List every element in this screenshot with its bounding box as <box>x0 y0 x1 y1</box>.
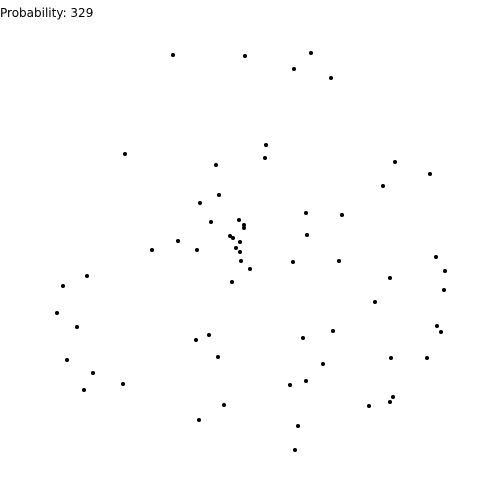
dot <box>238 240 242 244</box>
dot <box>82 388 86 392</box>
dot <box>242 223 246 227</box>
dot <box>321 362 325 366</box>
dot <box>61 284 65 288</box>
dot <box>242 226 246 230</box>
probability-label-name: Probability <box>0 6 63 20</box>
dot <box>388 276 392 280</box>
dot <box>197 418 201 422</box>
dot <box>231 236 235 240</box>
dot <box>428 172 432 176</box>
dot <box>195 248 199 252</box>
dot <box>234 246 238 250</box>
probability-label: Probability: 329 <box>0 6 93 20</box>
dot <box>214 163 218 167</box>
dot <box>217 193 221 197</box>
dot <box>425 356 429 360</box>
dot <box>435 324 439 328</box>
dot <box>442 288 446 292</box>
dot <box>434 255 438 259</box>
dot <box>228 234 232 238</box>
dot <box>230 280 234 284</box>
dot <box>91 371 95 375</box>
dot <box>309 51 313 55</box>
dot <box>198 201 202 205</box>
dot <box>291 260 295 264</box>
dot <box>443 269 447 273</box>
probability-value: 329 <box>70 6 94 20</box>
dot <box>367 404 371 408</box>
dot <box>439 330 443 334</box>
dot <box>65 358 69 362</box>
dot <box>331 329 335 333</box>
probability-label-separator: : <box>62 6 71 20</box>
dot <box>176 239 180 243</box>
dot <box>123 152 127 156</box>
dot <box>121 382 125 386</box>
dot <box>150 248 154 252</box>
dot <box>301 336 305 340</box>
dot <box>305 233 309 237</box>
dot <box>293 448 297 452</box>
dot <box>296 424 300 428</box>
dot <box>55 311 59 315</box>
dot <box>264 143 268 147</box>
dot <box>171 53 175 57</box>
dot <box>292 67 296 71</box>
dot <box>238 250 242 254</box>
dot <box>209 220 213 224</box>
dot <box>373 300 377 304</box>
dot <box>304 379 308 383</box>
dot <box>248 267 252 271</box>
dot <box>239 259 243 263</box>
dot <box>85 274 89 278</box>
dot <box>222 403 226 407</box>
dot <box>393 160 397 164</box>
dot <box>304 211 308 215</box>
dot <box>243 54 247 58</box>
dot <box>207 333 211 337</box>
dot <box>389 356 393 360</box>
dot <box>337 259 341 263</box>
dot <box>391 395 395 399</box>
dot <box>216 355 220 359</box>
dot <box>388 400 392 404</box>
dot <box>340 213 344 217</box>
dot <box>381 184 385 188</box>
dot <box>263 156 267 160</box>
dot <box>237 218 241 222</box>
dot <box>194 338 198 342</box>
dot <box>75 325 79 329</box>
dot <box>288 383 292 387</box>
dot <box>329 76 333 80</box>
